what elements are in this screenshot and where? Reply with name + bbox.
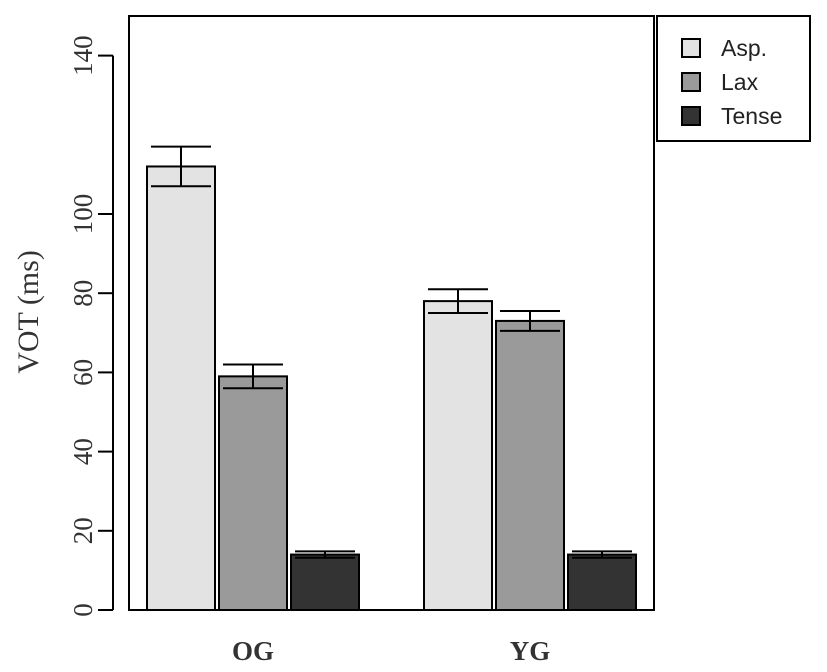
legend-label: Lax — [721, 69, 759, 95]
y-axis-label: VOT (ms) — [12, 250, 45, 374]
y-tick-label: 60 — [68, 359, 98, 386]
x-axis-labels: OG YG — [232, 636, 550, 666]
bar-yg-lax — [495, 319, 565, 611]
bar-yg-asp — [423, 300, 493, 611]
legend-label: Tense — [721, 103, 782, 129]
bar-og-asp — [146, 165, 216, 611]
bar-og-tense — [290, 553, 360, 611]
legend: Asp. Lax Tense — [656, 15, 811, 142]
y-tick-label: 100 — [68, 194, 98, 235]
legend-swatch — [681, 72, 701, 92]
x-label-yg: YG — [510, 636, 551, 666]
legend-label: Asp. — [721, 35, 767, 61]
legend-swatch — [681, 106, 701, 126]
y-tick-label: 0 — [68, 603, 98, 617]
legend-swatch — [681, 38, 701, 58]
bar-og-lax — [218, 375, 288, 611]
y-tick-label: 20 — [68, 517, 98, 544]
bar-yg-tense — [567, 553, 637, 611]
bars — [146, 145, 637, 611]
y-tick-label: 40 — [68, 438, 98, 465]
y-axis: 0 20 40 60 80 100 140 — [68, 35, 114, 617]
plot-frame — [128, 15, 655, 611]
y-tick-label: 80 — [68, 280, 98, 307]
y-tick-label: 140 — [68, 35, 98, 76]
x-label-og: OG — [232, 636, 274, 666]
